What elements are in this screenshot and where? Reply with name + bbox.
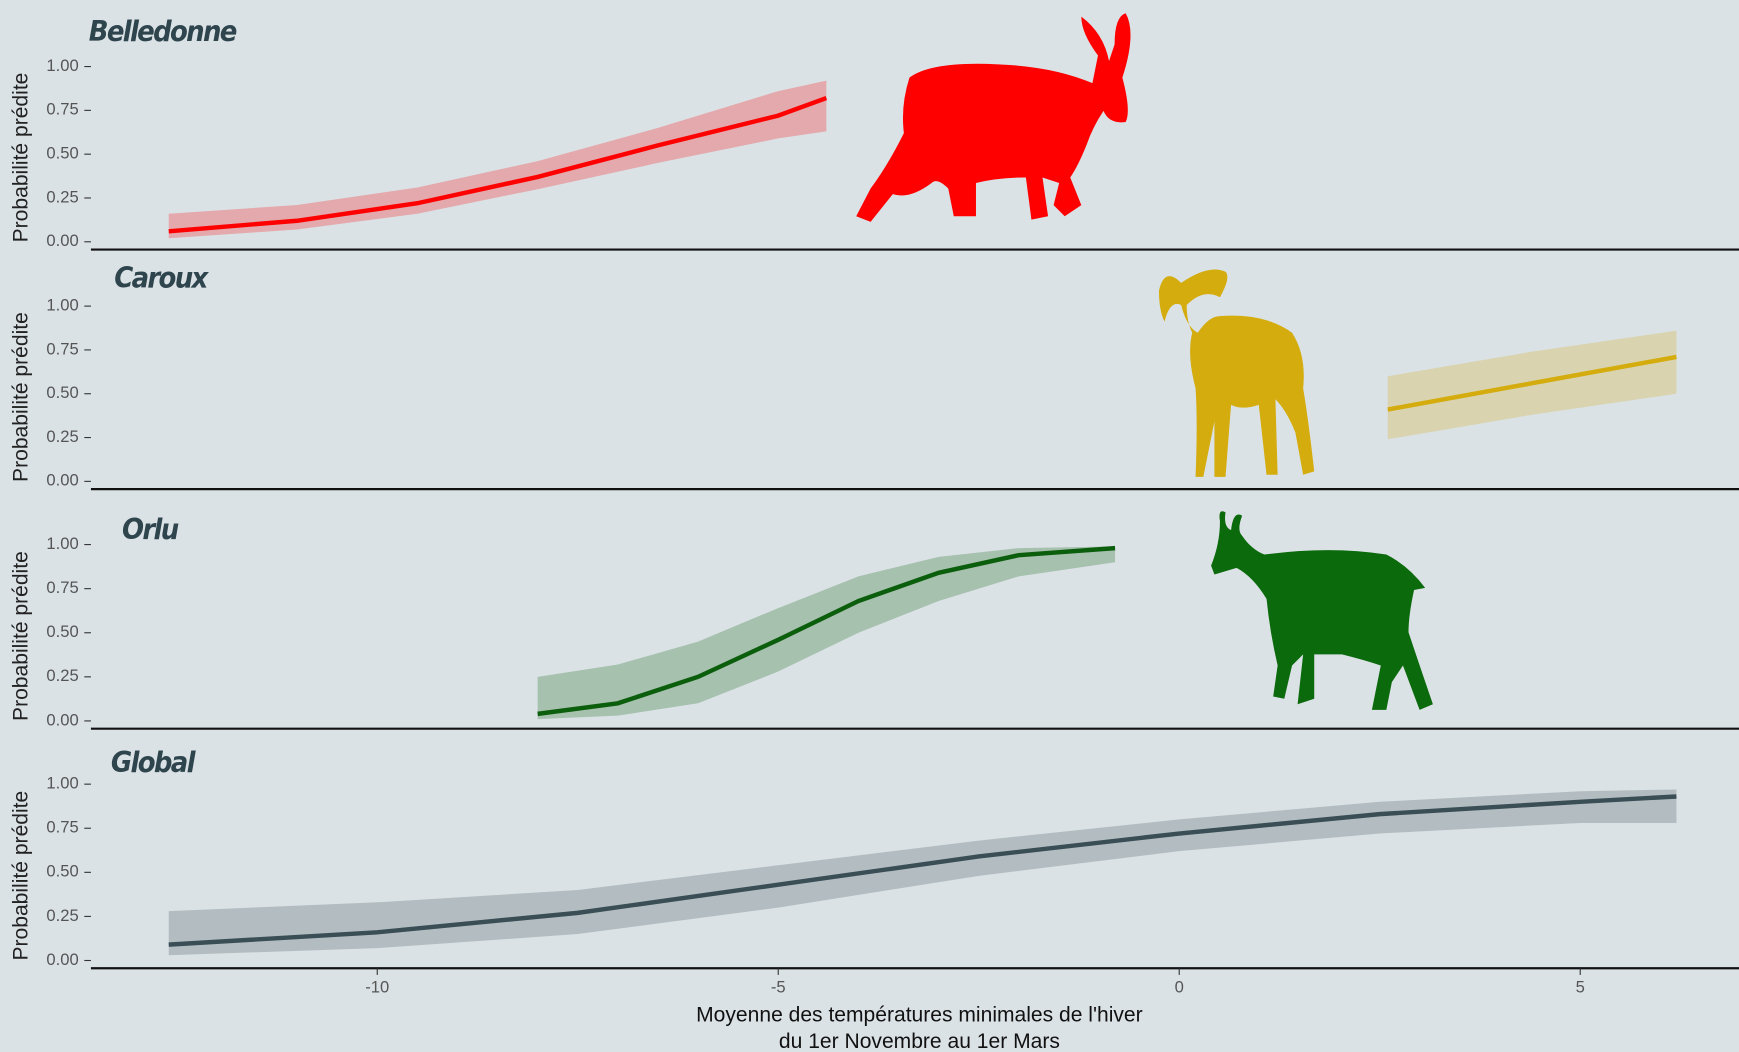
prediction-line bbox=[1387, 354, 1677, 412]
y-tick-label: 0.50 bbox=[46, 862, 78, 881]
y-tick-label: 0.50 bbox=[46, 144, 78, 163]
y-tick-label: 1.00 bbox=[46, 534, 78, 553]
y-tick-label: 1.00 bbox=[46, 296, 78, 315]
confidence-band bbox=[168, 80, 827, 239]
chamois-silhouette bbox=[1211, 511, 1433, 710]
prediction-line bbox=[537, 545, 1116, 717]
y-tick-label: 0.00 bbox=[46, 231, 78, 250]
x-axis-label: du 1er Novembre au 1er Mars bbox=[779, 1030, 1060, 1052]
y-tick-label: 0.50 bbox=[46, 622, 78, 641]
x-tick-label: -5 bbox=[771, 978, 786, 997]
x-tick-label: 0 bbox=[1175, 978, 1184, 997]
panel-title: Orlu bbox=[122, 512, 179, 546]
prediction-line bbox=[168, 96, 828, 234]
panel-title: Belledonne bbox=[89, 14, 237, 48]
y-tick-label: 0.00 bbox=[46, 950, 78, 969]
y-tick-label: 0.75 bbox=[46, 818, 78, 837]
confidence-band bbox=[537, 546, 1116, 720]
y-tick-label: 0.25 bbox=[46, 906, 78, 925]
y-tick-label: 0.00 bbox=[46, 710, 78, 729]
y-axis-label: Probabilité prédite bbox=[10, 312, 33, 482]
x-tick-label: -10 bbox=[365, 978, 389, 997]
y-tick-label: 0.25 bbox=[46, 427, 78, 446]
x-tick-label: 5 bbox=[1576, 978, 1585, 997]
y-tick-label: 1.00 bbox=[46, 56, 78, 75]
panel-title: Caroux bbox=[114, 260, 209, 294]
y-axis-label: Probabilité prédite bbox=[10, 73, 33, 243]
y-axis-label: Probabilité prédite bbox=[10, 791, 33, 961]
y-tick-label: 0.25 bbox=[46, 666, 78, 685]
x-axis-label: Moyenne des températures minimales de l'… bbox=[696, 1003, 1143, 1026]
panel-title: Global bbox=[111, 745, 197, 779]
y-tick-label: 0.75 bbox=[46, 100, 78, 119]
y-tick-label: 0.75 bbox=[46, 339, 78, 358]
y-tick-label: 0.75 bbox=[46, 578, 78, 597]
y-axis-label: Probabilité prédite bbox=[10, 551, 33, 721]
y-tick-label: 0.50 bbox=[46, 383, 78, 402]
prediction-line bbox=[168, 794, 1677, 947]
mouflon-silhouette bbox=[1158, 269, 1315, 477]
y-tick-label: 1.00 bbox=[46, 774, 78, 793]
ibex-silhouette bbox=[856, 13, 1131, 222]
y-tick-label: 0.25 bbox=[46, 187, 78, 206]
y-tick-label: 0.00 bbox=[46, 471, 78, 490]
